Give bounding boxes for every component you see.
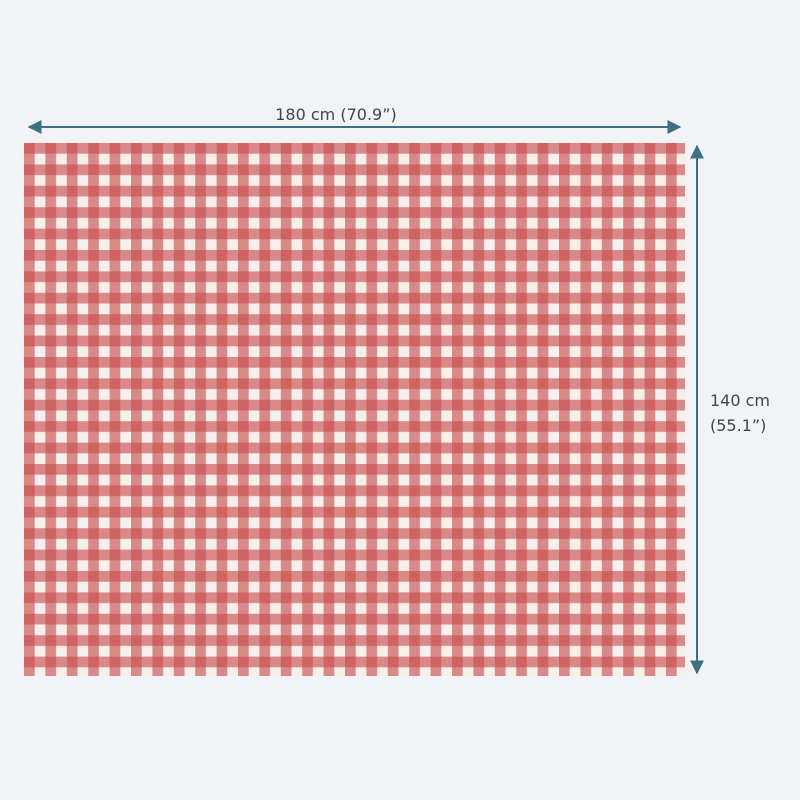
width-label: 180 cm (70.9”) <box>275 105 397 124</box>
height-label: 140 cm <box>710 391 770 410</box>
tablecloth <box>24 143 685 676</box>
height-label: (55.1”) <box>710 416 766 435</box>
